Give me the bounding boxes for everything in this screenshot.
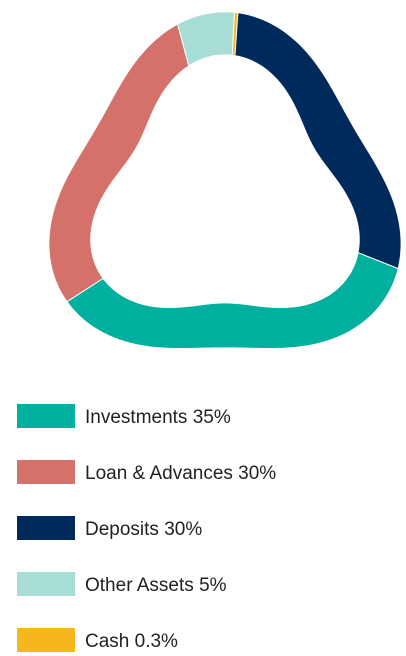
donut-segment [234, 12, 402, 270]
legend-name: Investments [85, 407, 187, 428]
legend-label: Other Assets 5% [85, 575, 227, 596]
legend-name: Deposits [85, 519, 159, 540]
legend-swatch [17, 572, 75, 596]
legend-label: Deposits 30% [85, 519, 202, 540]
legend-label: Investments 35% [85, 407, 231, 428]
legend-name: Other Assets [85, 575, 194, 596]
legend-value: 30% [164, 519, 202, 540]
legend-label: Cash 0.3% [85, 631, 178, 652]
legend-name: Cash [85, 631, 129, 652]
legend-value: 5% [199, 575, 227, 596]
legend-name: Loan & Advances [85, 463, 233, 484]
legend-swatch [17, 628, 75, 652]
legend-value: 30% [238, 463, 276, 484]
legend-label: Loan & Advances 30% [85, 463, 276, 484]
legend-swatch [17, 404, 75, 428]
donut-segment [48, 23, 190, 303]
donut-segment [66, 252, 399, 350]
donut-segment [177, 11, 235, 67]
legend-swatch [17, 516, 75, 540]
legend-value: 35% [193, 407, 231, 428]
legend-swatch [17, 460, 75, 484]
legend-value: 0.3% [135, 631, 178, 652]
